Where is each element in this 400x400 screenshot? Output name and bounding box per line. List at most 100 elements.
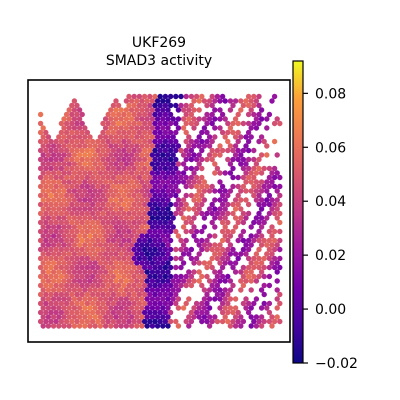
tissue-spot (238, 233, 244, 239)
tissue-spot (245, 273, 252, 280)
tissue-spot (235, 147, 241, 154)
tissue-spot (121, 318, 127, 325)
tissue-spot (269, 206, 275, 212)
tissue-spot (134, 323, 140, 329)
tissue-spot (230, 210, 236, 217)
tissue-spot (154, 323, 161, 329)
tissue-spot (178, 201, 184, 208)
tissue-spot (53, 237, 59, 244)
tissue-spot (209, 255, 215, 262)
tissue-spot (206, 134, 213, 140)
tissue-spot (53, 156, 59, 163)
tissue-spot (248, 179, 254, 185)
tissue-spot (183, 138, 189, 145)
tissue-spot (206, 143, 213, 149)
tissue-spot (227, 125, 234, 131)
tissue-spot (162, 129, 169, 136)
tissue-spot (175, 179, 182, 185)
tissue-spot (118, 224, 124, 230)
tissue-spot (248, 287, 254, 293)
tissue-spot (269, 314, 275, 320)
tissue-spot (121, 111, 127, 118)
tissue-spot (258, 314, 265, 320)
tissue-spot (115, 291, 122, 298)
tissue-spot (269, 251, 275, 257)
tissue-spot (144, 152, 150, 158)
tissue-spot (89, 309, 96, 316)
tissue-spot (183, 246, 189, 253)
tissue-spot (115, 192, 122, 199)
tissue-spot (53, 246, 59, 253)
tissue-spot (131, 138, 137, 145)
tissue-spot (225, 147, 231, 154)
tissue-spot (58, 228, 65, 235)
tissue-spot (144, 206, 150, 212)
tissue-spot (256, 273, 262, 280)
axes-frame (27, 79, 291, 343)
tissue-spot (97, 215, 104, 221)
tissue-spot (118, 278, 124, 284)
tissue-spot (40, 179, 46, 185)
tissue-spot (45, 260, 52, 266)
tissue-spot (126, 147, 132, 154)
tissue-spot (277, 255, 283, 262)
tissue-spot (167, 309, 174, 316)
tissue-spot (95, 192, 101, 199)
tissue-spot (139, 143, 145, 149)
tissue-spot (199, 138, 205, 145)
tissue-spot (222, 287, 228, 293)
tissue-spot (43, 309, 49, 316)
tissue-spot (188, 174, 195, 181)
tissue-spot (227, 170, 234, 176)
tissue-spot (69, 156, 75, 163)
tissue-spot (48, 309, 54, 316)
tissue-spot (173, 192, 179, 199)
tissue-spot (48, 165, 54, 172)
tissue-spot (232, 197, 239, 203)
tissue-spot (149, 224, 156, 230)
tissue-spot (227, 323, 234, 329)
tissue-spot (74, 318, 80, 325)
tissue-spot (84, 237, 91, 244)
tissue-spot (152, 156, 158, 163)
tissue-spot (154, 170, 161, 176)
tissue-spot (121, 255, 127, 262)
tissue-spot (53, 300, 59, 307)
tissue-spot (209, 93, 215, 100)
tissue-spot (219, 147, 226, 154)
tissue-spot (40, 260, 46, 266)
tissue-spot (232, 305, 239, 311)
tissue-spot (95, 309, 101, 316)
tissue-spot (214, 282, 221, 289)
tissue-spot (188, 111, 195, 118)
tissue-spot (45, 197, 52, 203)
tissue-spot (157, 210, 163, 217)
tissue-spot (227, 161, 234, 167)
tissue-spot (40, 233, 46, 239)
tissue-spot (230, 156, 236, 163)
tissue-spot (188, 165, 195, 172)
tissue-spot (274, 269, 280, 275)
tissue-spot (71, 143, 78, 149)
tissue-spot (162, 156, 169, 163)
tissue-spot (66, 107, 72, 113)
tissue-spot (277, 318, 283, 325)
tissue-spot (105, 210, 111, 217)
tissue-spot (71, 179, 78, 185)
tissue-spot (74, 192, 80, 199)
tissue-spot (100, 138, 106, 145)
tissue-spot (266, 192, 273, 199)
tissue-spot (128, 233, 135, 239)
tissue-spot (108, 224, 114, 230)
tissue-spot (69, 183, 75, 190)
tissue-spot (191, 314, 197, 320)
tissue-spot (183, 192, 189, 199)
tissue-spot (149, 125, 156, 131)
tissue-spot (108, 116, 114, 122)
tissue-spot (251, 93, 257, 100)
tissue-spot (128, 98, 135, 104)
tissue-spot (71, 278, 78, 284)
tissue-spot (37, 219, 44, 226)
tissue-spot (123, 305, 130, 311)
tissue-spot (248, 125, 254, 131)
